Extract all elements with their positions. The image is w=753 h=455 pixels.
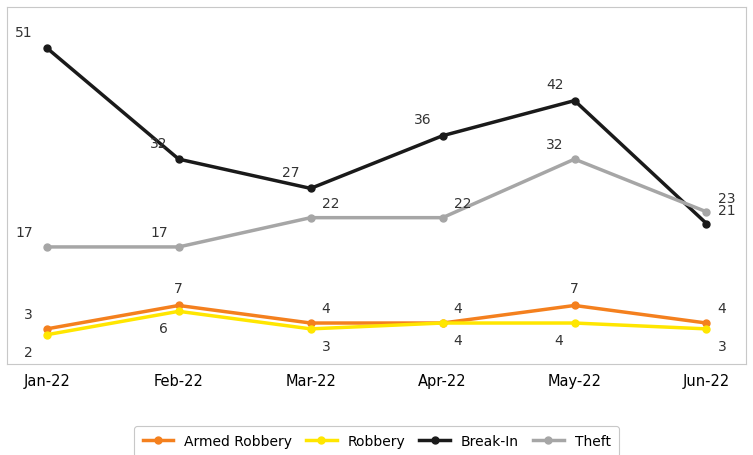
Text: 32: 32 <box>150 137 168 151</box>
Armed Robbery <box>42 326 51 332</box>
Break-In <box>438 133 447 138</box>
Robbery <box>438 320 447 326</box>
Theft <box>306 215 316 220</box>
Robbery <box>42 332 51 338</box>
Text: 7: 7 <box>175 282 183 296</box>
Text: 4: 4 <box>555 334 563 348</box>
Text: 42: 42 <box>546 78 563 92</box>
Theft <box>702 209 711 215</box>
Theft <box>174 244 183 250</box>
Armed Robbery <box>702 320 711 326</box>
Break-In <box>306 186 316 191</box>
Text: 23: 23 <box>718 192 735 206</box>
Break-In <box>570 98 579 103</box>
Text: 7: 7 <box>570 282 579 296</box>
Text: 22: 22 <box>454 197 471 211</box>
Text: 36: 36 <box>414 113 431 127</box>
Armed Robbery <box>306 320 316 326</box>
Text: 4: 4 <box>718 302 727 316</box>
Break-In <box>174 157 183 162</box>
Theft <box>438 215 447 220</box>
Text: 17: 17 <box>150 226 168 240</box>
Break-In <box>702 221 711 226</box>
Robbery <box>174 308 183 314</box>
Line: Break-In: Break-In <box>44 45 710 227</box>
Line: Robbery: Robbery <box>44 308 710 338</box>
Text: 6: 6 <box>159 323 168 336</box>
Legend: Armed Robbery, Robbery, Break-In, Theft: Armed Robbery, Robbery, Break-In, Theft <box>134 426 619 455</box>
Text: 22: 22 <box>322 197 340 211</box>
Theft <box>570 157 579 162</box>
Text: 3: 3 <box>718 340 727 354</box>
Armed Robbery <box>438 320 447 326</box>
Text: 3: 3 <box>322 340 331 354</box>
Text: 17: 17 <box>15 226 33 240</box>
Text: 4: 4 <box>454 302 462 316</box>
Robbery <box>306 326 316 332</box>
Line: Theft: Theft <box>44 156 710 250</box>
Robbery <box>570 320 579 326</box>
Text: 32: 32 <box>546 138 563 152</box>
Text: 3: 3 <box>24 308 33 322</box>
Text: 27: 27 <box>282 166 300 180</box>
Theft <box>42 244 51 250</box>
Break-In <box>42 45 51 51</box>
Robbery <box>702 326 711 332</box>
Text: 21: 21 <box>718 204 735 218</box>
Text: 51: 51 <box>15 25 33 40</box>
Text: 4: 4 <box>322 302 331 316</box>
Text: 2: 2 <box>24 346 33 360</box>
Text: 4: 4 <box>454 334 462 348</box>
Line: Armed Robbery: Armed Robbery <box>44 302 710 332</box>
Armed Robbery <box>570 303 579 308</box>
Armed Robbery <box>174 303 183 308</box>
